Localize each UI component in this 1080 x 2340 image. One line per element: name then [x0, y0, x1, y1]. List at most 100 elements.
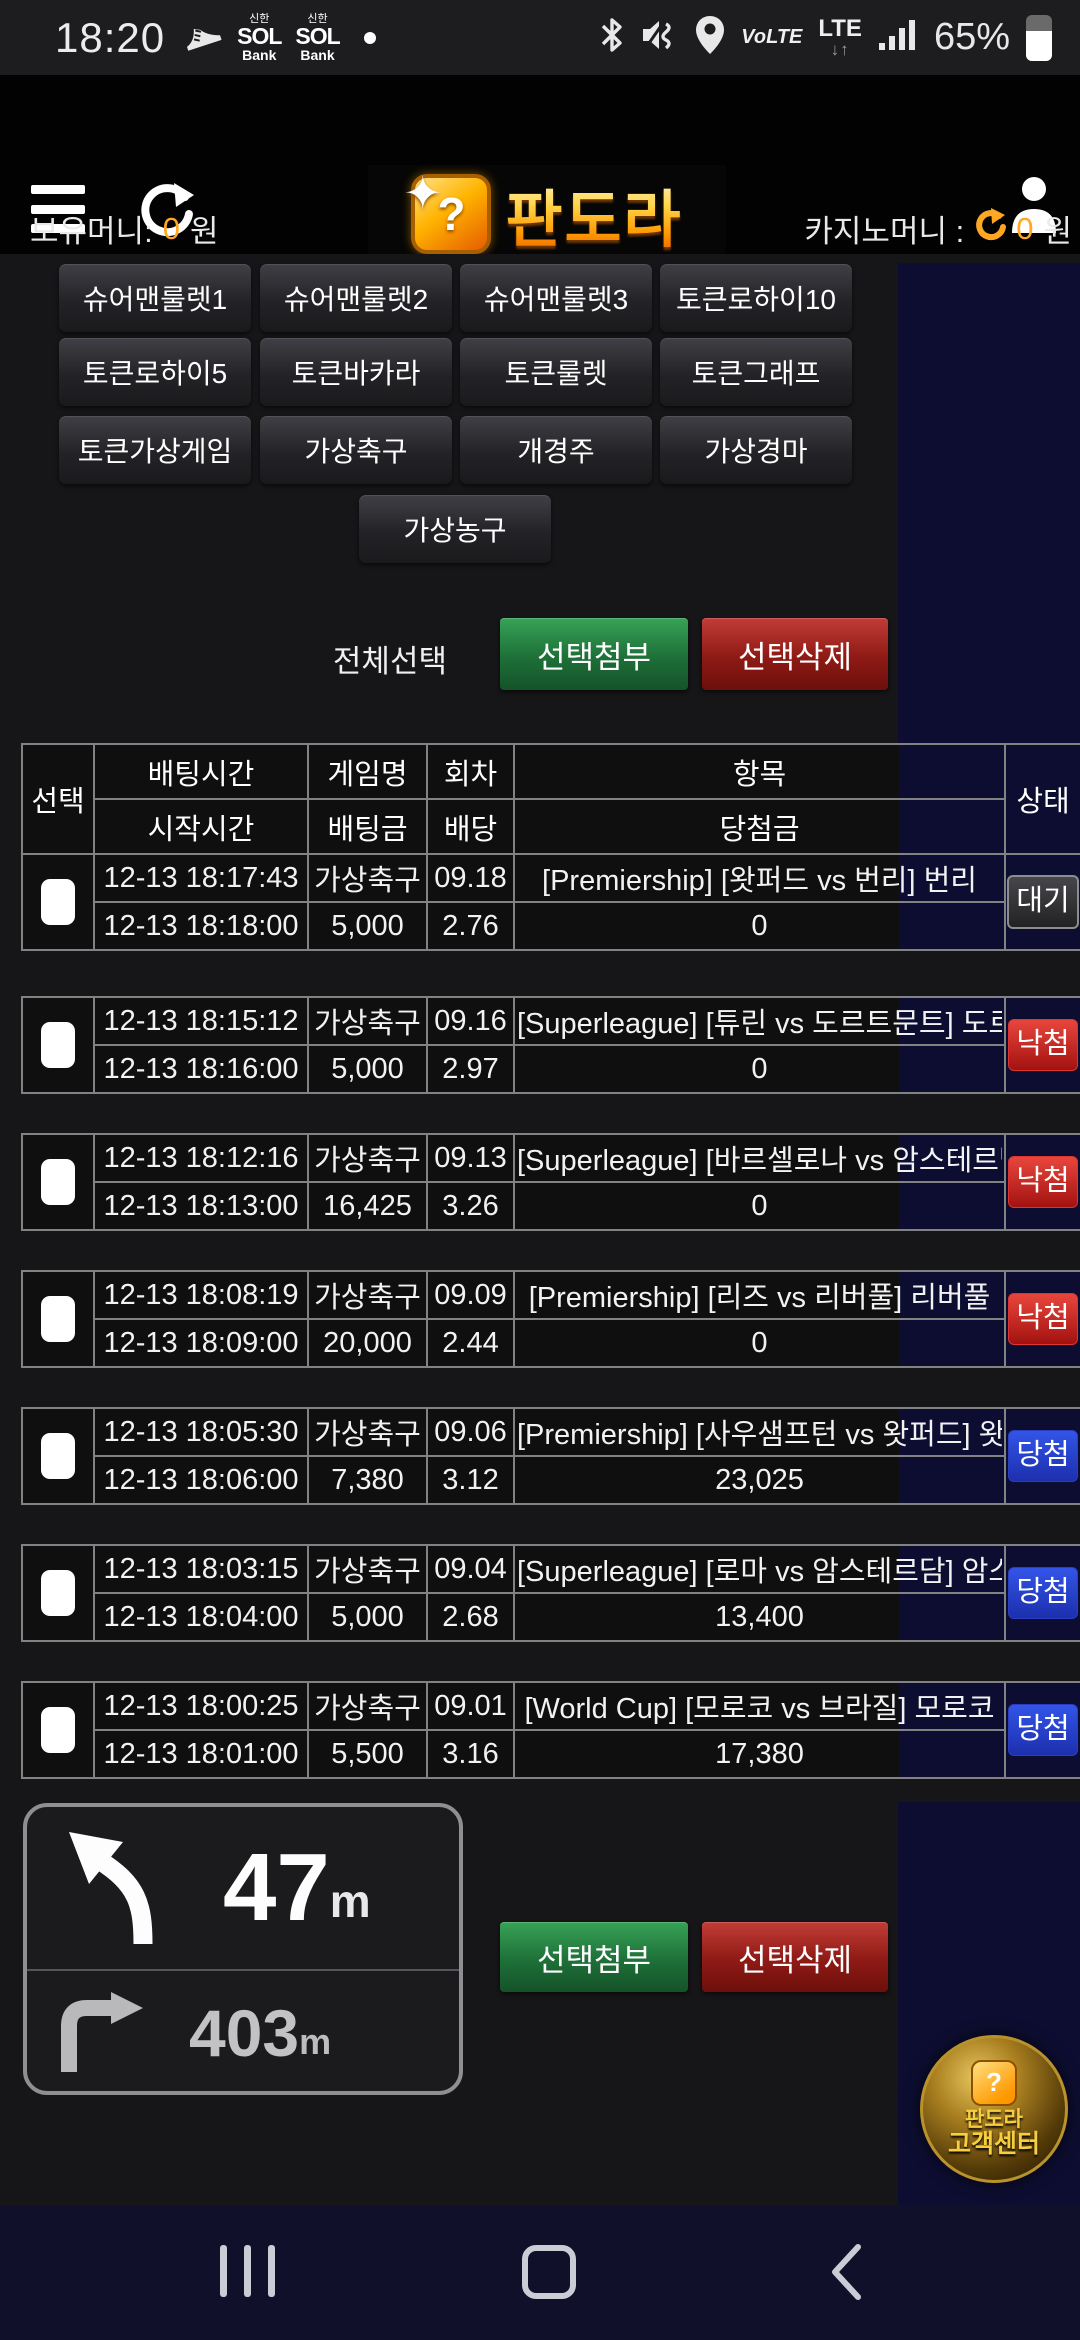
game-button-token-roulette[interactable]: 토큰룰렛 [460, 338, 652, 406]
col-amount: 배팅금 [307, 798, 428, 855]
col-prize: 당첨금 [513, 798, 1006, 855]
back-button[interactable] [828, 2243, 864, 2306]
question-tile-icon: ? [971, 2059, 1017, 2106]
divider [27, 1969, 459, 1971]
status-bar: 18:20 신한 SOL Bank 신한 SOL Bank [0, 0, 1080, 75]
col-round: 회차 [426, 743, 515, 800]
bet-row: 12-13 18:16:00 5,000 2.97 0 [22, 1044, 1080, 1094]
battery-icon [1026, 14, 1052, 61]
game-button-token-rohigh5[interactable]: 토큰로하이5 [59, 338, 251, 406]
bet-row: 12-13 18:03:15 가상축구 09.04 [Superleague] … [21, 1544, 1080, 1642]
game-button-virtual-basketball[interactable]: 가상농구 [359, 495, 551, 563]
col-status: 상태 [1004, 743, 1080, 855]
logo-title: 판도라 [505, 169, 682, 259]
customer-support-button[interactable]: ? 판도라 고객센터 [920, 2035, 1068, 2183]
col-bet-time: 배팅시간 [93, 743, 309, 800]
status-badge: 당첨 [1008, 1430, 1078, 1482]
col-start-time: 시작시간 [93, 798, 309, 855]
casino-refresh-icon[interactable] [974, 207, 1007, 250]
bet-group: 12-13 18:15:12 가상축구 09.16 [Superleague] … [21, 996, 1080, 1094]
bet-table-header-group: 선택 배팅시간 게임명 회차 항목 상태 시작시간 배팅금 배당 당첨금 12-… [21, 743, 1080, 951]
nav-step-2: 403 m [27, 1971, 459, 2095]
navigation-overlay: 47 m 403 m [23, 1803, 463, 2095]
bet-row: 12-13 18:13:00 16,425 3.26 0 [22, 1181, 1080, 1231]
game-button-token-rohigh10[interactable]: 토큰로하이10 [660, 264, 852, 332]
row-checkbox[interactable] [41, 1296, 75, 1342]
bet-row: 12-13 18:08:19 가상축구 09.09 [Premiership] … [21, 1270, 1080, 1368]
row-checkbox[interactable] [41, 879, 75, 925]
game-button-virtual-soccer[interactable]: 가상축구 [260, 416, 452, 484]
volte-icon: VoLTE [741, 26, 803, 48]
attach-selected-button[interactable]: 선택첨부 [500, 618, 688, 690]
attach-selected-button-bottom[interactable]: 선택첨부 [500, 1922, 688, 1992]
bet-group: 12-13 18:00:25 가상축구 09.01 [World Cup] [모… [21, 1681, 1080, 1779]
menu-button[interactable] [31, 185, 85, 233]
signal-strength-icon [878, 15, 918, 60]
clock: 18:20 [55, 13, 166, 61]
row-checkbox[interactable] [41, 1022, 75, 1068]
bet-row: 12-13 18:05:30 가상축구 09.06 [Premiership] … [21, 1407, 1080, 1505]
casino-money: 카지노머니 : 0 원 [804, 206, 1072, 251]
pandora-logo[interactable]: ✦ ? 판도라 [368, 165, 726, 263]
select-all-label[interactable]: 전체선택 [332, 644, 447, 679]
bet-row: 12-13 18:00:25 가상축구 09.01 [World Cup] [모… [21, 1681, 1080, 1779]
bet-row: 12-13 18:18:00 5,000 2.76 0 [22, 901, 1080, 951]
row-checkbox[interactable] [41, 1159, 75, 1205]
bet-row: 12-13 18:17:43 가상축구 09.18 [Premiership] … [21, 853, 1080, 951]
row-checkbox[interactable] [41, 1707, 75, 1753]
app-header: ✦ ? 판도라 [0, 75, 1080, 263]
sol-bank-icon: 신한 SOL Bank [237, 12, 282, 63]
bluetooth-icon [599, 15, 625, 60]
turn-left-curve-icon [61, 1826, 201, 1951]
bet-row: 12-13 18:06:00 7,380 3.12 23,025 [22, 1455, 1080, 1505]
battery-percent: 65% [933, 16, 1010, 58]
home-button[interactable] [522, 2245, 576, 2299]
game-button-sureman-roulette1[interactable]: 슈어맨룰렛1 [59, 264, 251, 332]
bet-group: 12-13 18:03:15 가상축구 09.04 [Superleague] … [21, 1544, 1080, 1642]
question-tile-icon: ✦ ? [403, 167, 492, 254]
side-panel-top [898, 263, 1080, 743]
bet-group: 12-13 18:08:19 가상축구 09.09 [Premiership] … [21, 1270, 1080, 1368]
turn-right-icon [55, 1990, 147, 2077]
game-button-token-virtual-game[interactable]: 토큰가상게임 [59, 416, 251, 484]
bet-group: 12-13 18:12:16 가상축구 09.13 [Superleague] … [21, 1133, 1080, 1231]
col-select: 선택 [21, 743, 95, 855]
delete-selected-button[interactable]: 선택삭제 [702, 618, 888, 690]
bet-row: 12-13 18:12:16 가상축구 09.13 [Superleague] … [21, 1133, 1080, 1231]
col-odds: 배당 [426, 798, 515, 855]
game-button-virtual-horse[interactable]: 가상경마 [660, 416, 852, 484]
status-badge: 당첨 [1008, 1704, 1078, 1756]
wallet-row: 보유머니: 0 원 카지노머니 : 0 원 [0, 198, 1080, 254]
mute-vibrate-icon [641, 16, 679, 59]
bet-group: 12-13 18:05:30 가상축구 09.06 [Premiership] … [21, 1407, 1080, 1505]
game-button-sureman-roulette2[interactable]: 슈어맨룰렛2 [260, 264, 452, 332]
nav-step-1: 47 m [27, 1807, 459, 1969]
status-badge: 낙첨 [1008, 1293, 1078, 1345]
game-button-token-baccarat[interactable]: 토큰바카라 [260, 338, 452, 406]
status-badge: 대기 [1007, 875, 1079, 929]
sneaker-notification-icon [179, 13, 223, 62]
status-badge: 낙첨 [1008, 1019, 1078, 1071]
col-title: 항목 [513, 743, 1006, 800]
delete-selected-button-bottom[interactable]: 선택삭제 [702, 1922, 888, 1992]
row-checkbox[interactable] [41, 1570, 75, 1616]
bet-row: 12-13 18:04:00 5,000 2.68 13,400 [22, 1592, 1080, 1642]
col-game: 게임명 [307, 743, 428, 800]
game-button-token-graph[interactable]: 토큰그래프 [660, 338, 852, 406]
lte-icon: LTE ↓↑ [818, 15, 862, 59]
account-icon[interactable] [1008, 175, 1060, 240]
row-checkbox[interactable] [41, 1433, 75, 1479]
held-money: 보유머니: 0 원 [30, 210, 219, 250]
sol-bank-icon: 신한 SOL Bank [295, 12, 340, 63]
bet-row: 12-13 18:09:00 20,000 2.44 0 [22, 1318, 1080, 1368]
notification-dot-icon [363, 31, 376, 44]
location-icon [695, 15, 725, 60]
android-navbar [0, 2205, 1080, 2340]
bet-row: 12-13 18:01:00 5,500 3.16 17,380 [22, 1729, 1080, 1779]
refresh-button[interactable] [136, 181, 198, 246]
game-button-sureman-roulette3[interactable]: 슈어맨룰렛3 [460, 264, 652, 332]
game-button-dog-race[interactable]: 개경주 [460, 416, 652, 484]
recents-button[interactable] [220, 2245, 275, 2297]
status-badge: 낙첨 [1008, 1156, 1078, 1208]
